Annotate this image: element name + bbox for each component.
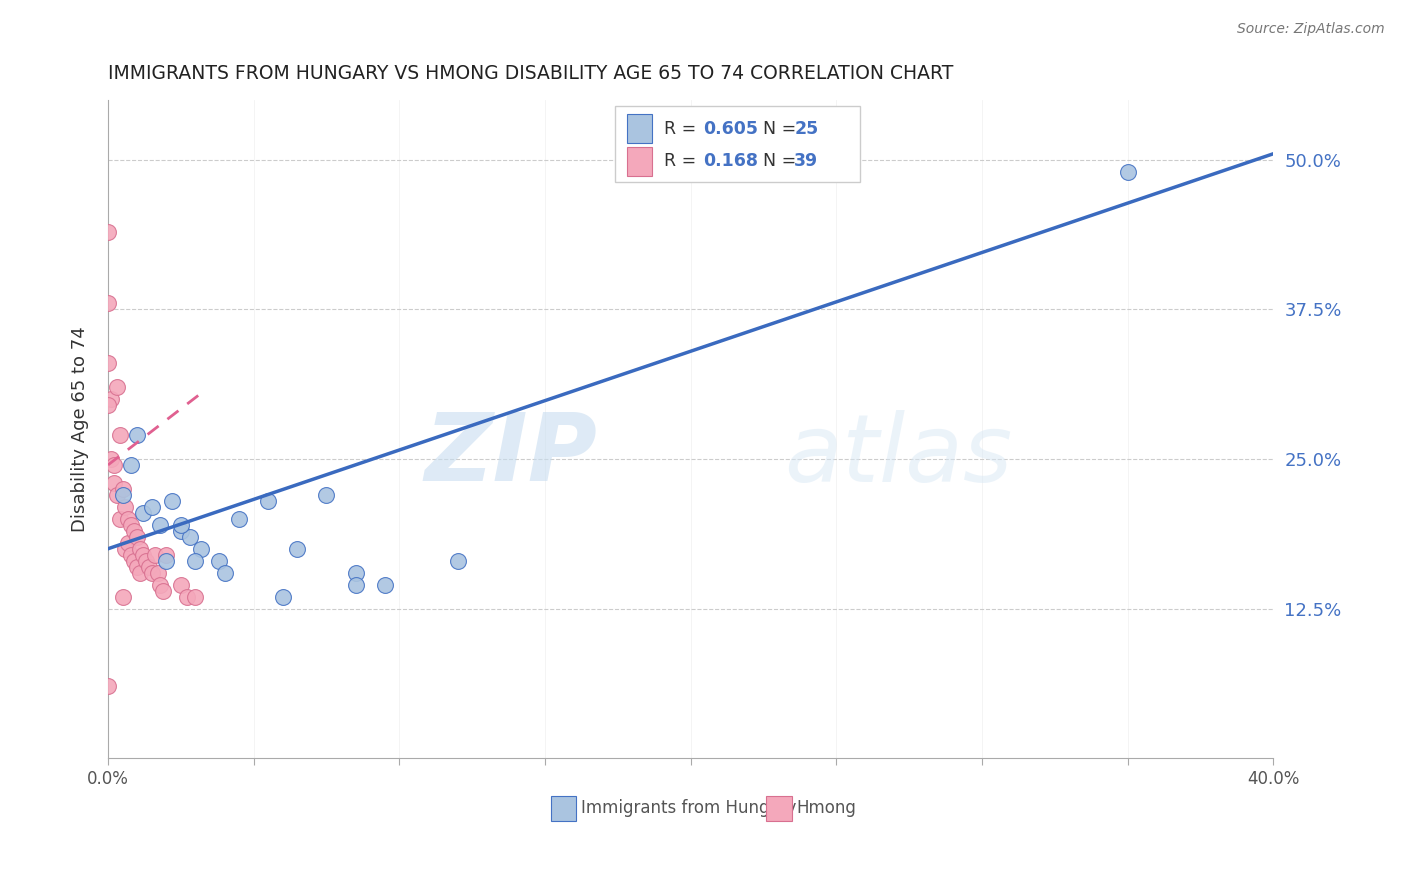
Point xyxy=(315,488,337,502)
Point xyxy=(170,577,193,591)
Point xyxy=(120,458,142,472)
Text: R =: R = xyxy=(664,153,707,170)
Point xyxy=(120,517,142,532)
Point xyxy=(129,566,152,580)
Text: ZIP: ZIP xyxy=(425,409,598,501)
Point xyxy=(155,548,177,562)
Point xyxy=(105,488,128,502)
Text: Immigrants from Hungary: Immigrants from Hungary xyxy=(581,799,796,817)
Bar xyxy=(766,796,792,821)
Point xyxy=(176,590,198,604)
Point xyxy=(184,554,207,568)
Point xyxy=(152,583,174,598)
Point xyxy=(97,356,120,370)
Point xyxy=(228,512,250,526)
Point xyxy=(97,225,120,239)
Point xyxy=(179,530,201,544)
Point xyxy=(170,517,193,532)
Text: Source: ZipAtlas.com: Source: ZipAtlas.com xyxy=(1237,22,1385,37)
Point xyxy=(184,590,207,604)
Point xyxy=(127,530,149,544)
Point xyxy=(135,554,157,568)
Point xyxy=(103,458,125,472)
Point xyxy=(111,482,134,496)
Point xyxy=(114,500,136,514)
Point xyxy=(127,428,149,442)
Point xyxy=(149,517,172,532)
Point xyxy=(257,494,280,508)
Point xyxy=(120,548,142,562)
Bar xyxy=(627,146,652,176)
Point xyxy=(143,548,166,562)
Text: 0.605: 0.605 xyxy=(703,120,758,138)
Point xyxy=(97,296,120,310)
Text: N =: N = xyxy=(752,120,803,138)
Point xyxy=(108,512,131,526)
Point xyxy=(141,566,163,580)
Point xyxy=(122,554,145,568)
Text: Hmong: Hmong xyxy=(797,799,856,817)
Point xyxy=(344,566,367,580)
Point xyxy=(100,452,122,467)
Point xyxy=(129,541,152,556)
Text: IMMIGRANTS FROM HUNGARY VS HMONG DISABILITY AGE 65 TO 74 CORRELATION CHART: IMMIGRANTS FROM HUNGARY VS HMONG DISABIL… xyxy=(108,64,953,83)
Point xyxy=(208,554,231,568)
Point xyxy=(170,524,193,538)
Point xyxy=(105,380,128,394)
Point xyxy=(132,548,155,562)
Point xyxy=(160,494,183,508)
Point xyxy=(127,559,149,574)
Point xyxy=(97,680,120,694)
Text: 0.168: 0.168 xyxy=(703,153,758,170)
Point xyxy=(100,392,122,406)
Point xyxy=(1116,165,1139,179)
Point xyxy=(122,524,145,538)
Y-axis label: Disability Age 65 to 74: Disability Age 65 to 74 xyxy=(72,326,89,532)
Point xyxy=(190,541,212,556)
Point xyxy=(132,506,155,520)
Point xyxy=(108,428,131,442)
Point xyxy=(344,577,367,591)
Point xyxy=(103,475,125,490)
Point xyxy=(374,577,396,591)
Text: atlas: atlas xyxy=(785,410,1012,501)
Text: N =: N = xyxy=(752,153,803,170)
Point xyxy=(149,577,172,591)
Bar xyxy=(614,106,859,182)
Point xyxy=(111,590,134,604)
Point xyxy=(111,488,134,502)
Point xyxy=(146,566,169,580)
Point xyxy=(114,541,136,556)
Text: 39: 39 xyxy=(794,153,818,170)
Bar xyxy=(551,796,576,821)
Point xyxy=(214,566,236,580)
Point xyxy=(285,541,308,556)
Point xyxy=(271,590,294,604)
Point xyxy=(97,398,120,412)
Point xyxy=(138,559,160,574)
Text: 25: 25 xyxy=(794,120,818,138)
Bar xyxy=(627,114,652,144)
Text: R =: R = xyxy=(664,120,702,138)
Point xyxy=(141,500,163,514)
Point xyxy=(117,535,139,549)
Point xyxy=(155,554,177,568)
Point xyxy=(117,512,139,526)
Point xyxy=(446,554,468,568)
